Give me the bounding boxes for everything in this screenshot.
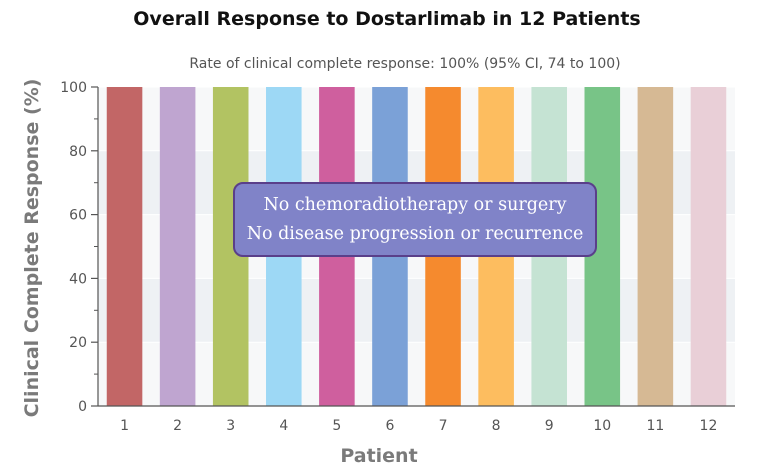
chart-subtitle: Rate of clinical complete response: 100%… <box>189 56 621 72</box>
x-tick-label: 11 <box>646 418 664 434</box>
x-tick-label: 9 <box>545 418 554 434</box>
bar-patient-12 <box>690 87 727 406</box>
x-tick-label: 5 <box>332 418 341 434</box>
y-axis: 0 20 40 60 80 100 <box>60 80 99 415</box>
annotation-box: No chemoradiotherapy or surgery No disea… <box>233 182 597 257</box>
y-tick-label: 80 <box>69 144 87 160</box>
plot-band <box>98 342 735 406</box>
plot-band <box>98 87 735 151</box>
chart-title: Overall Response to Dostarlimab in 12 Pa… <box>133 8 641 30</box>
x-tick-label: 6 <box>385 418 394 434</box>
x-tick-label: 4 <box>279 418 288 434</box>
annotation-line-2: No disease progression or recurrence <box>246 223 584 244</box>
x-tick-label: 2 <box>173 418 182 434</box>
x-tick-label: 10 <box>593 418 611 434</box>
x-axis: 1 2 3 4 5 6 7 8 9 10 11 12 <box>98 405 735 434</box>
annotation-line-1: No chemoradiotherapy or surgery <box>263 194 567 215</box>
y-tick-label: 20 <box>69 335 87 351</box>
y-tick-label: 100 <box>60 80 87 96</box>
x-tick-label: 1 <box>120 418 129 434</box>
plot-band <box>98 278 735 343</box>
y-tick-label: 40 <box>69 271 87 287</box>
bar-patient-2 <box>159 87 196 406</box>
x-tick-label: 3 <box>226 418 235 434</box>
y-axis-label: Clinical Complete Response (%) <box>21 79 43 418</box>
y-tick-label: 60 <box>69 208 87 224</box>
x-axis-label: Patient <box>340 445 417 467</box>
x-tick-label: 12 <box>700 418 718 434</box>
bar-patient-1 <box>106 87 143 406</box>
x-tick-label: 7 <box>439 418 448 434</box>
bar-patient-11 <box>637 87 674 406</box>
x-tick-label: 8 <box>492 418 501 434</box>
y-tick-label: 0 <box>78 399 87 415</box>
